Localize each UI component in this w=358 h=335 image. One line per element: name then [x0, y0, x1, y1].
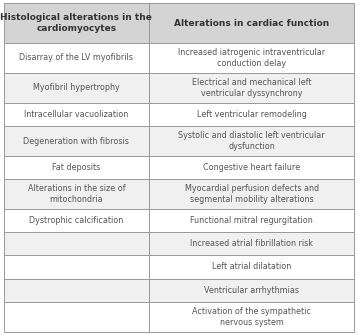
Bar: [149, 103, 354, 126]
Bar: [4, 278, 149, 302]
Text: Histological alterations in the
cardiomyocytes: Histological alterations in the cardiomy…: [0, 13, 152, 33]
Bar: [149, 209, 354, 232]
Text: Activation of the sympathetic
nervous system: Activation of the sympathetic nervous sy…: [192, 307, 311, 327]
Bar: [4, 156, 149, 179]
Bar: [149, 179, 354, 209]
Bar: [4, 73, 149, 103]
Bar: [149, 73, 354, 103]
Bar: [149, 126, 354, 156]
Text: Left ventricular remodeling: Left ventricular remodeling: [197, 110, 307, 119]
Text: Degeneration with fibrosis: Degeneration with fibrosis: [23, 137, 129, 146]
Text: Increased atrial fibrillation risk: Increased atrial fibrillation risk: [190, 240, 313, 248]
Bar: [4, 256, 149, 278]
Text: Functional mitral regurgitation: Functional mitral regurgitation: [190, 216, 313, 225]
Text: Ventricular arrhythmias: Ventricular arrhythmias: [204, 285, 299, 294]
Text: Congestive heart failure: Congestive heart failure: [203, 163, 300, 172]
Bar: [4, 126, 149, 156]
Text: Systolic and diastolic left ventricular
dysfunction: Systolic and diastolic left ventricular …: [179, 131, 325, 151]
Bar: [149, 156, 354, 179]
Bar: [149, 43, 354, 73]
Text: Left atrial dilatation: Left atrial dilatation: [212, 263, 291, 271]
Bar: [149, 232, 354, 256]
Bar: [4, 43, 149, 73]
Text: Disarray of the LV myofibrils: Disarray of the LV myofibrils: [19, 54, 133, 62]
Text: Fat deposits: Fat deposits: [52, 163, 101, 172]
Text: Electrical and mechanical left
ventricular dyssynchrony: Electrical and mechanical left ventricul…: [192, 78, 311, 98]
Text: Alterations in cardiac function: Alterations in cardiac function: [174, 19, 329, 27]
Bar: [149, 3, 354, 43]
Text: Intracellular vacuolization: Intracellular vacuolization: [24, 110, 129, 119]
Bar: [149, 302, 354, 332]
Text: Myocardial perfusion defects and
segmental mobility alterations: Myocardial perfusion defects and segment…: [185, 184, 319, 204]
Bar: [4, 179, 149, 209]
Bar: [4, 232, 149, 256]
Bar: [4, 302, 149, 332]
Bar: [149, 256, 354, 278]
Text: Alterations in the size of
mitochondria: Alterations in the size of mitochondria: [28, 184, 125, 204]
Text: Myofibril hypertrophy: Myofibril hypertrophy: [33, 83, 120, 92]
Bar: [4, 209, 149, 232]
Bar: [4, 3, 149, 43]
Text: Dystrophic calcification: Dystrophic calcification: [29, 216, 124, 225]
Text: Increased iatrogenic intraventricular
conduction delay: Increased iatrogenic intraventricular co…: [178, 48, 325, 68]
Bar: [4, 103, 149, 126]
Bar: [149, 278, 354, 302]
